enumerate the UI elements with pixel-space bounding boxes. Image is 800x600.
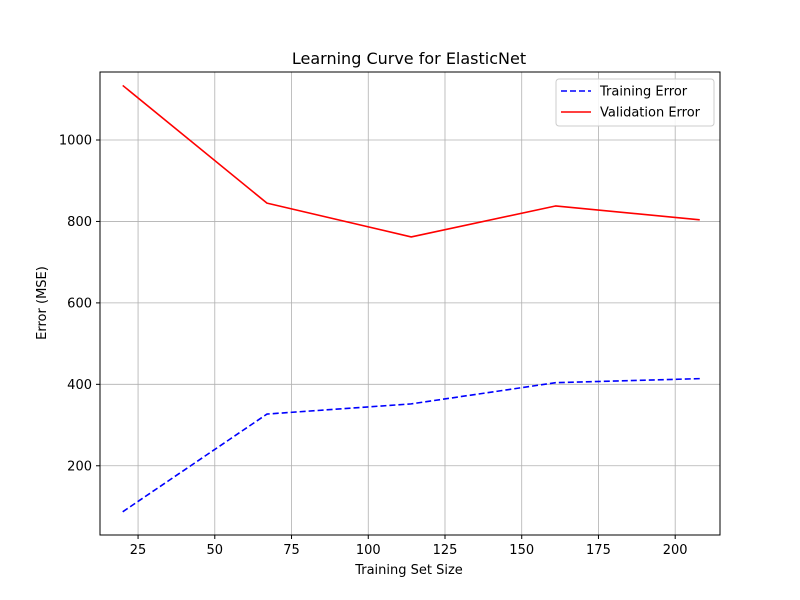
x-tick-label: 125 [433, 543, 458, 558]
x-tick-label: 75 [283, 543, 300, 558]
y-axis-label: Error (MSE) [35, 266, 50, 340]
legend-label-validation-error: Validation Error [600, 106, 701, 121]
legend-box [555, 78, 715, 127]
y-tick-label: 600 [67, 296, 92, 311]
x-tick-label: 50 [207, 543, 224, 558]
x-axis-ticks: 25 50 75 100 125 150 175 200 [130, 535, 688, 558]
y-axis-ticks: 200 400 600 800 1000 [59, 134, 100, 474]
x-tick-label: 150 [509, 543, 534, 558]
x-tick-label: 175 [586, 543, 611, 558]
plot-frame [99, 71, 721, 536]
grid-layer [100, 72, 720, 535]
legend: Training Error Validation Error [555, 78, 715, 127]
x-axis-label: Training Set Size [354, 563, 463, 578]
axes-layer [99, 71, 721, 536]
y-tick-label: 1000 [59, 134, 92, 149]
y-tick-label: 400 [67, 378, 92, 393]
x-tick-label: 100 [356, 543, 381, 558]
series-layer [122, 84, 700, 513]
y-tick-label: 200 [67, 459, 92, 474]
y-tick-label: 800 [67, 215, 92, 230]
legend-label-training-error: Training Error [599, 85, 688, 100]
x-tick-label: 200 [663, 543, 688, 558]
x-tick-label: 25 [130, 543, 147, 558]
chart-title: Learning Curve for ElasticNet [292, 49, 526, 68]
